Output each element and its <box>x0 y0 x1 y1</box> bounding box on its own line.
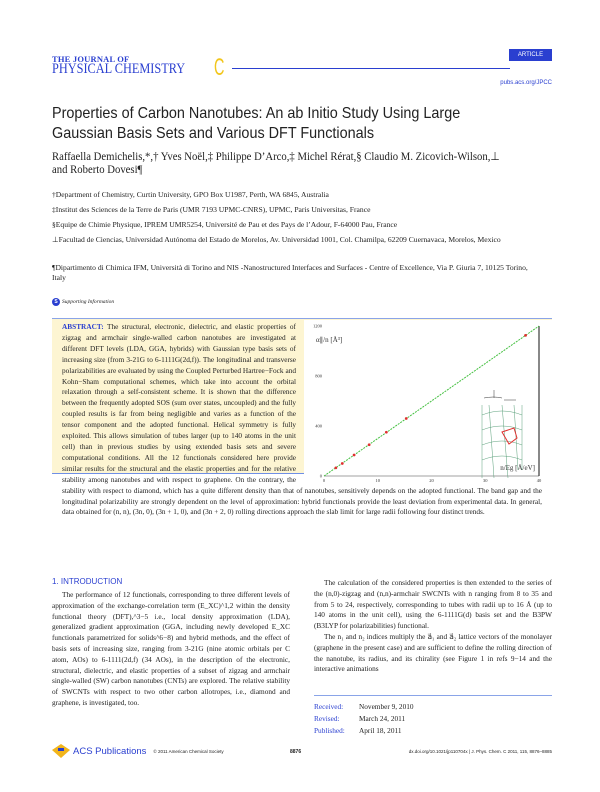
date-published: Published: April 18, 2011 <box>314 726 402 735</box>
data-point <box>367 443 371 447</box>
acs-logo-icon <box>52 744 70 758</box>
affiliation: ‡Institut des Sciences de la Terre de Pa… <box>52 205 371 214</box>
affiliation: ¶Dipartimento di Chimica IFM, Università… <box>52 263 528 282</box>
abstract-text: The structural, electronic, dielectric, … <box>62 322 542 517</box>
affiliation: †Department of Chemistry, Curtin Univers… <box>52 190 329 199</box>
fit-line <box>323 325 540 477</box>
intro-column-right: The calculation of the considered proper… <box>314 578 552 675</box>
x-tick-label: 40 <box>537 478 542 483</box>
dates-rule <box>314 695 552 696</box>
x-tick-label: 20 <box>429 478 434 483</box>
x-tick-label: 30 <box>483 478 488 483</box>
date-revised: Revised: March 24, 2011 <box>314 714 405 723</box>
journal-logo-letter: C <box>214 54 225 81</box>
y-axis-label: α∥/n [Å³] <box>316 336 342 344</box>
x-tick-label: 10 <box>376 478 381 483</box>
intro-paragraph: The n₁ and n₂ indices multiply the a⃗₁ a… <box>314 631 552 674</box>
affiliation: §Equipe de Chimie Physique, IPREM UMR525… <box>52 220 398 229</box>
copyright: © 2011 American Chemical Society <box>153 748 224 754</box>
supporting-information-link[interactable]: S Supporting Information <box>52 298 114 306</box>
nanotube-inset <box>481 390 523 479</box>
supporting-info-icon: S <box>52 298 60 306</box>
intro-paragraph: The calculation of the considered proper… <box>314 578 552 631</box>
intro-paragraph-left: The performance of 12 functionals, corre… <box>52 590 290 707</box>
date-received: Received: November 9, 2010 <box>314 702 414 711</box>
abstract-box: 0 10 20 30 40 0 400 800 1200 α∥/n [Å³] n/Eg [Å/eV]… <box>52 318 552 516</box>
journal-url[interactable]: pubs.acs.org/JPCC <box>500 80 552 86</box>
article-badge: ARTICLE <box>509 49 552 61</box>
x-tick-label: 0 <box>323 478 326 483</box>
date-label: Published: <box>314 726 345 735</box>
y-tick-label: 800 <box>315 374 323 379</box>
publisher-name: ACS Publications <box>73 745 147 757</box>
doi-citation[interactable]: dx.doi.org/10.1021/jp110704x | J. Phys. … <box>408 749 552 754</box>
section-heading-introduction: 1. INTRODUCTION <box>52 577 123 586</box>
page-number: 8876 <box>290 749 302 755</box>
date-label: Revised: <box>314 714 340 723</box>
abstract-label: ABSTRACT: <box>62 322 104 331</box>
x-axis-label: n/Eg [Å/eV] <box>500 464 535 472</box>
journal-logo-main: PHYSICAL CHEMISTRY <box>52 61 186 77</box>
date-value: March 24, 2011 <box>359 714 406 723</box>
y-tick-label: 0 <box>320 474 323 479</box>
date-label: Received: <box>314 702 344 711</box>
header-rule <box>232 68 510 69</box>
affiliation: ⊥Facultad de Ciencias, Universidad Autón… <box>52 235 501 244</box>
date-value: November 9, 2010 <box>359 702 414 711</box>
data-point <box>352 453 356 457</box>
date-value: April 18, 2011 <box>359 726 402 735</box>
data-point <box>404 417 408 420</box>
y-tick-label: 1200 <box>313 324 323 329</box>
y-tick-label: 400 <box>315 424 323 429</box>
paper-title: Properties of Carbon Nanotubes: An ab In… <box>52 105 461 142</box>
author-list: Raffaella Demichelis,*,† Yves Noël,‡ Phi… <box>52 151 500 176</box>
acs-publications-logo: ACS Publications © 2011 American Chemica… <box>52 744 224 758</box>
data-point <box>340 462 344 465</box>
data-point <box>524 333 527 337</box>
journal-logo-top: THE JOURNAL OF <box>52 54 130 64</box>
data-point <box>384 430 388 434</box>
supporting-info-label: Supporting Information <box>62 299 115 305</box>
data-point <box>334 466 338 470</box>
